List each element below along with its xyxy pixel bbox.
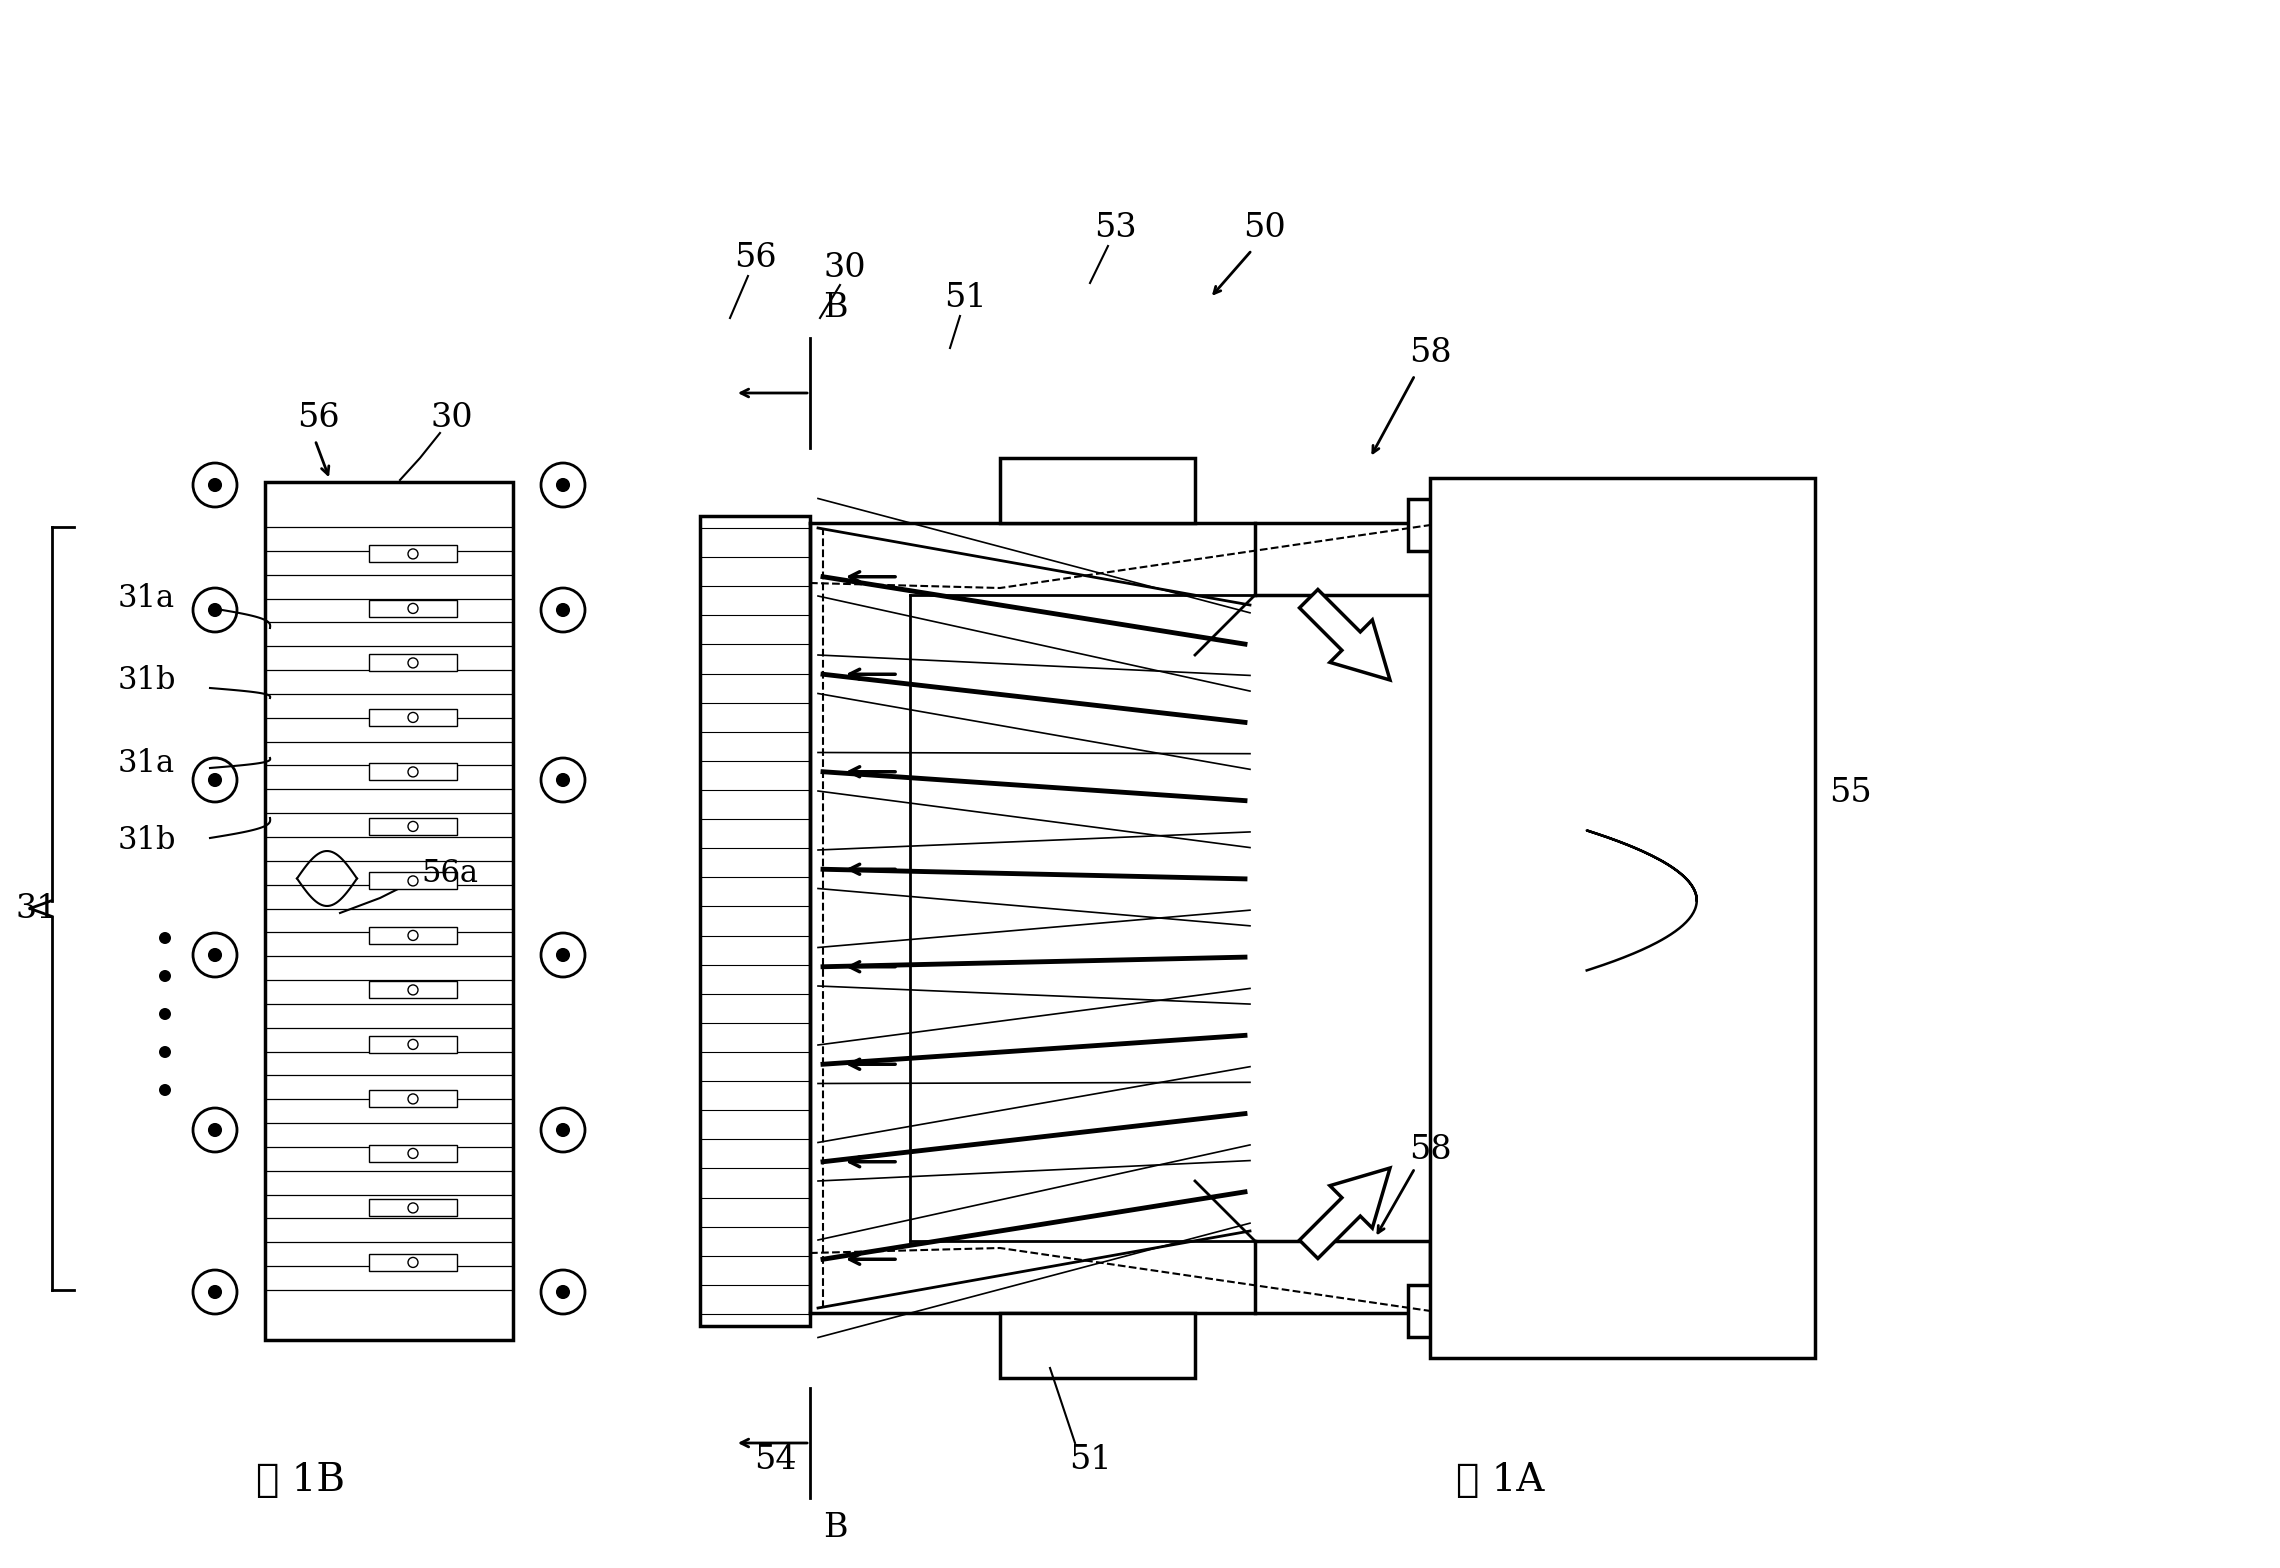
Circle shape [160, 931, 171, 944]
Polygon shape [1300, 1168, 1391, 1259]
Circle shape [210, 1286, 221, 1298]
Bar [369, 654, 456, 671]
Circle shape [408, 877, 417, 886]
Bar [1001, 1312, 1195, 1378]
Circle shape [540, 1109, 586, 1152]
Polygon shape [1300, 590, 1391, 681]
Circle shape [160, 1046, 171, 1058]
Text: 31a: 31a [119, 582, 176, 613]
Circle shape [408, 604, 417, 613]
Text: 56: 56 [296, 401, 340, 434]
Circle shape [160, 1083, 171, 1096]
Bar [369, 872, 456, 889]
Circle shape [556, 1286, 570, 1298]
Bar [1001, 458, 1195, 524]
Circle shape [556, 1124, 570, 1135]
Text: 30: 30 [431, 401, 474, 434]
Text: 55: 55 [1829, 778, 1872, 809]
Circle shape [210, 949, 221, 961]
Circle shape [408, 659, 417, 668]
Circle shape [540, 757, 586, 801]
Text: B: B [823, 1512, 848, 1544]
Bar [1409, 499, 1452, 550]
Bar [369, 1145, 456, 1162]
Circle shape [160, 1008, 171, 1021]
Text: 30: 30 [823, 252, 866, 284]
Circle shape [540, 463, 586, 506]
Bar [369, 818, 456, 834]
Circle shape [556, 775, 570, 786]
Bar [369, 601, 456, 616]
Text: 31a: 31a [119, 748, 176, 778]
Circle shape [194, 588, 237, 632]
Text: 53: 53 [1094, 212, 1135, 245]
Bar [369, 709, 456, 726]
Text: 56a: 56a [422, 858, 479, 889]
Circle shape [540, 588, 586, 632]
Circle shape [194, 463, 237, 506]
Circle shape [408, 822, 417, 831]
Bar [369, 982, 456, 999]
Bar [1430, 478, 1815, 1358]
Text: 50: 50 [1243, 212, 1286, 245]
Circle shape [194, 933, 237, 977]
Bar [369, 1036, 456, 1054]
Circle shape [194, 757, 237, 801]
Circle shape [408, 1258, 417, 1267]
Text: B: B [823, 292, 848, 325]
Bar [1409, 1286, 1452, 1338]
Circle shape [556, 478, 570, 491]
Circle shape [408, 1040, 417, 1049]
Bar [369, 1090, 456, 1107]
Circle shape [408, 767, 417, 776]
Circle shape [210, 1124, 221, 1135]
Bar [369, 1200, 456, 1217]
Circle shape [408, 549, 417, 558]
Circle shape [556, 604, 570, 616]
Circle shape [210, 478, 221, 491]
Bar [369, 546, 456, 563]
Circle shape [194, 1270, 237, 1314]
Circle shape [408, 1148, 417, 1159]
Circle shape [408, 985, 417, 996]
Text: 31b: 31b [119, 825, 176, 856]
Circle shape [160, 971, 171, 982]
Circle shape [556, 949, 570, 961]
Text: 图 1B: 图 1B [255, 1461, 344, 1499]
Bar [369, 1254, 456, 1272]
Text: 54: 54 [755, 1444, 796, 1475]
Text: 51: 51 [1069, 1444, 1110, 1475]
Text: 58: 58 [1409, 1134, 1452, 1167]
Circle shape [408, 1094, 417, 1104]
Circle shape [540, 1270, 586, 1314]
Circle shape [210, 604, 221, 616]
Text: 31b: 31b [119, 665, 176, 696]
Circle shape [194, 1109, 237, 1152]
Circle shape [540, 933, 586, 977]
Circle shape [210, 775, 221, 786]
Text: 31: 31 [16, 892, 57, 925]
Bar [700, 516, 809, 1327]
Circle shape [408, 930, 417, 941]
Text: 58: 58 [1409, 337, 1452, 368]
Bar [369, 927, 456, 944]
Text: 56: 56 [734, 241, 775, 274]
Circle shape [408, 1203, 417, 1214]
Text: 图 1A: 图 1A [1457, 1461, 1544, 1499]
Bar [264, 481, 513, 1341]
Circle shape [408, 712, 417, 723]
Bar [369, 764, 456, 781]
Text: 51: 51 [944, 282, 987, 314]
